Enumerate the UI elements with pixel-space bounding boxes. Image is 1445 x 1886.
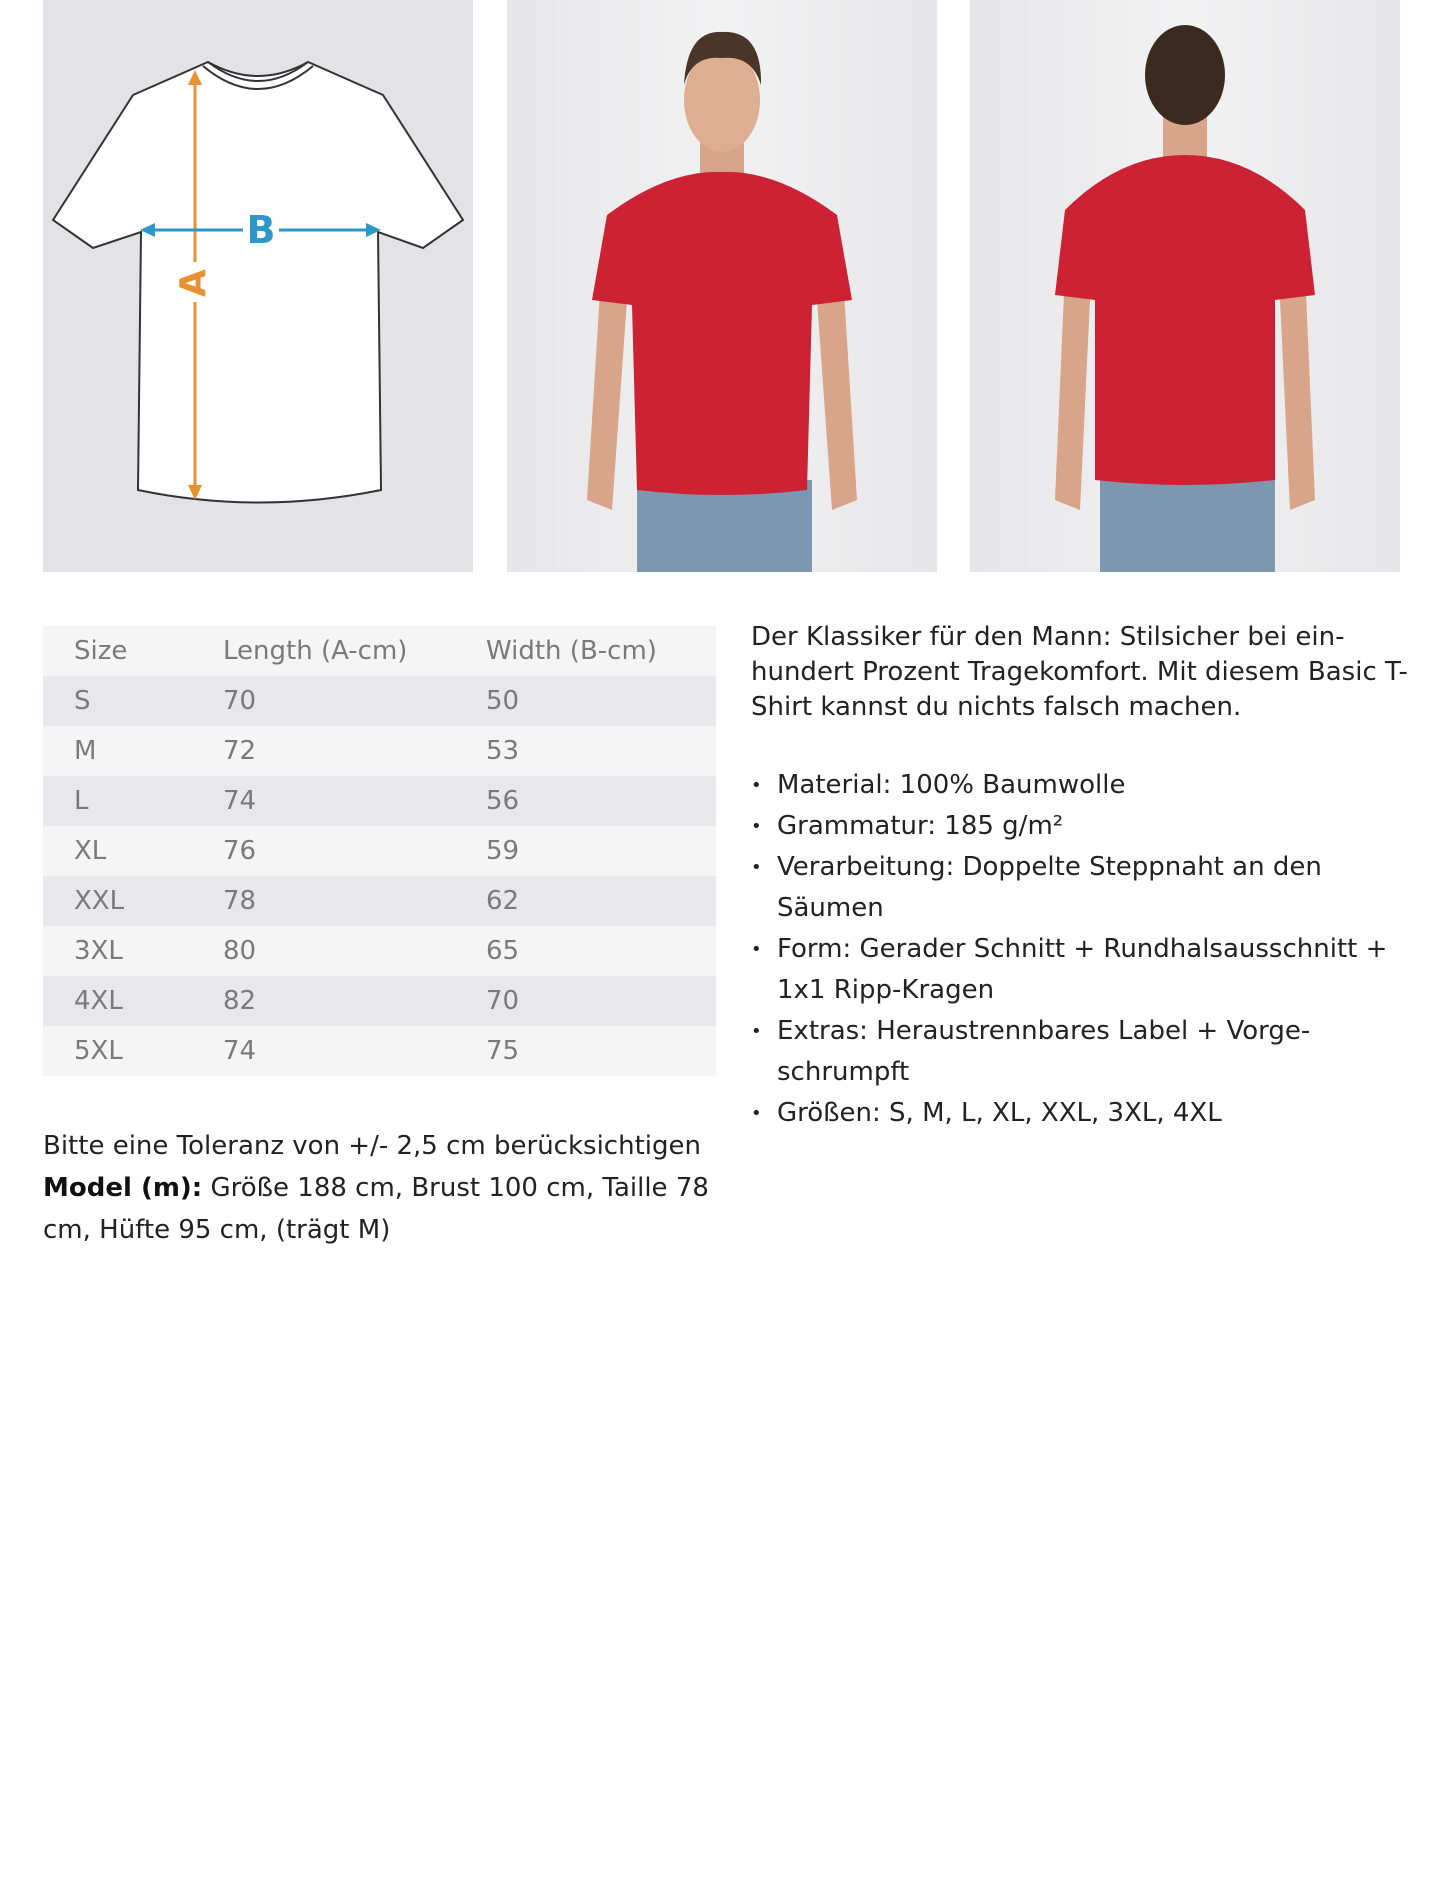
cell-width: 62 <box>486 886 520 916</box>
product-description: Der Klassiker für den Mann: Stilsicher b… <box>751 622 1408 722</box>
cell-size: 3XL <box>74 936 123 966</box>
model-text: Größe 188 cm, Brust 100 cm, Taille 78 cm… <box>43 1173 709 1245</box>
table-row: XXL 78 62 <box>43 876 716 926</box>
cell-size: XL <box>74 836 107 866</box>
feature-list: Material: 100% Baumwolle Grammatur: 185 … <box>751 765 1411 1134</box>
list-item: Verarbeitung: Doppelte Steppnaht an den … <box>751 847 1411 929</box>
model-label: Model (m): <box>43 1173 203 1203</box>
cell-size: XXL <box>74 886 125 916</box>
model-info: Model (m): Größe 188 cm, Brust 100 cm, T… <box>43 1167 743 1251</box>
cell-size: 4XL <box>74 986 123 1016</box>
list-item: Größen: S, M, L, XL, XXL, 3XL, 4XL <box>751 1093 1411 1134</box>
list-item: Material: 100% Baumwolle <box>751 765 1411 806</box>
cell-width: 50 <box>486 686 520 716</box>
model-back-photo <box>970 0 1400 572</box>
cell-width: 70 <box>486 986 520 1016</box>
cell-length: 82 <box>223 986 257 1016</box>
table-row: 4XL 82 70 <box>43 976 716 1026</box>
table-header-row: Size Length (A-cm) Width (B-cm) <box>43 626 716 676</box>
cell-length: 74 <box>223 786 257 816</box>
cell-size: M <box>74 736 97 766</box>
table-row: 5XL 74 75 <box>43 1026 716 1076</box>
cell-length: 80 <box>223 936 257 966</box>
header-length: Length (A-cm) <box>223 636 408 666</box>
header-width: Width (B-cm) <box>486 636 657 666</box>
label-a: A <box>173 269 214 297</box>
cell-width: 59 <box>486 836 520 866</box>
model-front-photo <box>507 0 937 572</box>
cell-width: 65 <box>486 936 520 966</box>
cell-width: 56 <box>486 786 520 816</box>
table-row: XL 76 59 <box>43 826 716 876</box>
table-row: M 72 53 <box>43 726 716 776</box>
cell-size: S <box>74 686 91 716</box>
cell-length: 74 <box>223 1036 257 1066</box>
label-b: B <box>247 208 276 252</box>
cell-length: 72 <box>223 736 257 766</box>
size-table: Size Length (A-cm) Width (B-cm) S 70 50 M 7… <box>43 626 716 1076</box>
list-item: Form: Gerader Schnitt + Rundhalsausschni… <box>751 929 1411 1011</box>
cell-length: 78 <box>223 886 257 916</box>
table-row: S 70 50 <box>43 676 716 726</box>
cell-length: 70 <box>223 686 257 716</box>
cell-length: 76 <box>223 836 257 866</box>
cell-width: 53 <box>486 736 520 766</box>
header-size: Size <box>74 636 128 666</box>
list-item: Extras: Heraustrennbares Label + Vorge­s… <box>751 1011 1411 1093</box>
cell-width: 75 <box>486 1036 520 1066</box>
size-notes: Bitte eine Toleranz von +/- 2,5 cm berüc… <box>43 1125 743 1251</box>
cell-size: L <box>74 786 89 816</box>
table-row: 3XL 80 65 <box>43 926 716 976</box>
cell-size: 5XL <box>74 1036 123 1066</box>
tolerance-note: Bitte eine Toleranz von +/- 2,5 cm berüc… <box>43 1131 701 1161</box>
table-row: L 74 56 <box>43 776 716 826</box>
list-item: Grammatur: 185 g/m² <box>751 806 1411 847</box>
size-diagram: A B <box>43 0 473 572</box>
